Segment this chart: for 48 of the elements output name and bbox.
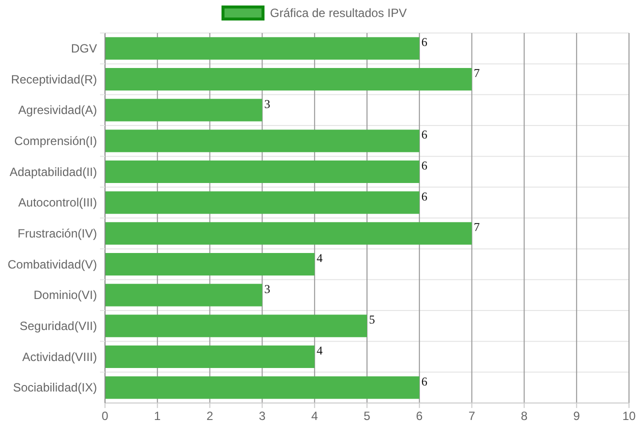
bar	[105, 222, 472, 245]
bar	[105, 68, 472, 91]
y-tick-label: Actividad(VIII)	[22, 350, 97, 364]
data-label: 3	[264, 282, 270, 296]
x-tick-label: 0	[102, 409, 109, 423]
bar	[105, 191, 420, 214]
bar	[105, 37, 420, 60]
y-tick-label: Comprensión(I)	[14, 134, 97, 148]
y-tick-label: DGV	[70, 41, 97, 56]
x-tick-label: 3	[258, 409, 266, 423]
bar	[105, 160, 420, 184]
x-tick-label: 6	[416, 409, 424, 423]
x-tick-label: 1	[154, 409, 162, 423]
x-tick-label: 8	[520, 409, 528, 423]
x-tick-label: 10	[622, 409, 636, 423]
data-label: 6	[421, 158, 428, 172]
data-label: 3	[264, 96, 270, 111]
data-label: 4	[316, 250, 323, 265]
data-label: 6	[421, 128, 428, 142]
legend-label: Gráfica de resultados IPV	[270, 6, 407, 20]
y-tick-label: Frustración(IV)	[18, 226, 97, 240]
y-tick-label: Autocontrol(III)	[18, 196, 97, 210]
bar	[105, 376, 420, 399]
data-label: 6	[421, 35, 428, 50]
data-label: 7	[474, 220, 480, 234]
x-tick-label: 2	[206, 409, 214, 423]
data-label: 6	[421, 374, 428, 388]
bar	[105, 284, 262, 306]
bar	[105, 345, 315, 368]
x-tick-label: 9	[573, 409, 580, 423]
bar	[105, 252, 315, 276]
y-tick-label: Agresividad(A)	[18, 103, 97, 118]
bar	[105, 130, 420, 152]
y-tick-label: Sociabilidad(IX)	[12, 380, 97, 395]
y-tick-label: Adaptabilidad(II)	[10, 164, 97, 179]
data-label: 4	[316, 343, 323, 358]
data-label: 5	[369, 312, 375, 327]
data-label: 6	[421, 189, 428, 204]
x-tick-label: 4	[311, 409, 318, 423]
y-tick-label: Dominio(VI)	[34, 288, 97, 302]
y-tick-label: Seguridad(VII)	[20, 318, 97, 333]
x-tick-label: 7	[468, 409, 476, 423]
y-tick-label: Receptividad(R)	[10, 72, 97, 86]
x-tick-label: 5	[364, 409, 371, 423]
data-label: 7	[474, 66, 480, 80]
bar	[105, 98, 262, 122]
y-tick-label: Combatividad(V)	[8, 257, 97, 272]
bar	[105, 314, 367, 338]
